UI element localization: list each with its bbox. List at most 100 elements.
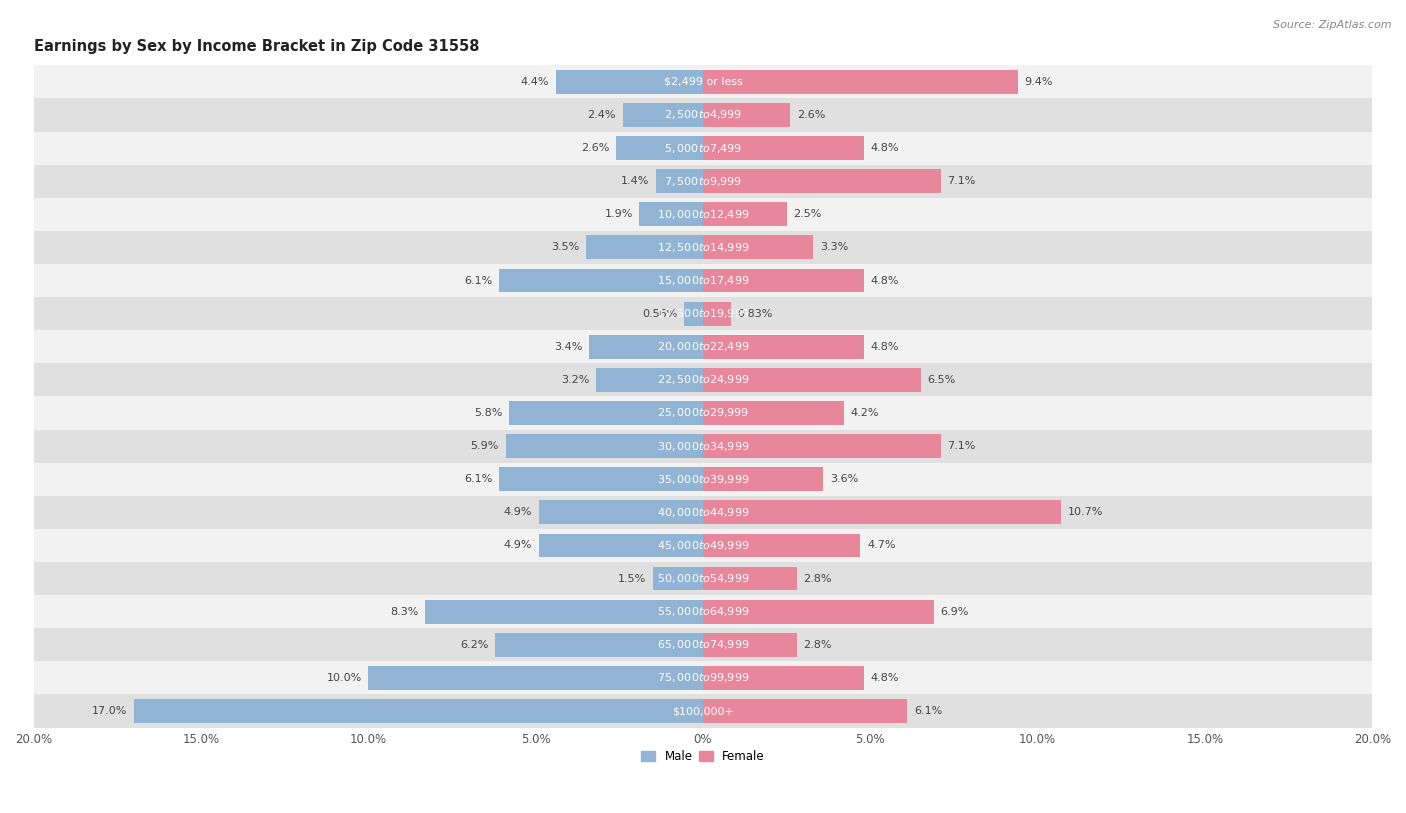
Text: 2.8%: 2.8% (803, 573, 832, 584)
Bar (703, 666, 863, 689)
Bar (509, 401, 703, 425)
Bar (538, 500, 703, 524)
Text: Earnings by Sex by Income Bracket in Zip Code 31558: Earnings by Sex by Income Bracket in Zip… (34, 39, 479, 54)
Bar (703, 401, 844, 425)
Bar (34, 98, 1372, 132)
Bar (34, 397, 1372, 429)
Bar (703, 533, 860, 558)
Text: 4.7%: 4.7% (868, 541, 896, 550)
Text: 6.9%: 6.9% (941, 606, 969, 617)
Bar (34, 463, 1372, 496)
Bar (34, 330, 1372, 363)
Text: 4.9%: 4.9% (503, 507, 533, 517)
Text: 1.9%: 1.9% (605, 209, 633, 220)
Bar (34, 231, 1372, 264)
Text: 2.8%: 2.8% (803, 640, 832, 650)
Text: $50,000 to $54,999: $50,000 to $54,999 (657, 572, 749, 585)
Text: 3.3%: 3.3% (820, 242, 848, 252)
Text: 1.5%: 1.5% (617, 573, 647, 584)
Bar (34, 297, 1372, 330)
Text: 4.8%: 4.8% (870, 341, 898, 352)
Bar (425, 600, 703, 624)
Text: 1.4%: 1.4% (621, 176, 650, 186)
Text: 10.7%: 10.7% (1067, 507, 1104, 517)
Text: 2.6%: 2.6% (581, 143, 609, 153)
Text: 6.1%: 6.1% (914, 706, 942, 716)
Bar (703, 368, 921, 392)
Text: 6.1%: 6.1% (464, 474, 492, 485)
Bar (34, 595, 1372, 628)
Text: 2.4%: 2.4% (588, 110, 616, 120)
Text: 2.6%: 2.6% (797, 110, 825, 120)
Bar (34, 198, 1372, 231)
Text: 7.1%: 7.1% (948, 176, 976, 186)
Bar (495, 633, 703, 657)
Text: 10.0%: 10.0% (326, 673, 361, 683)
Text: 4.8%: 4.8% (870, 276, 898, 285)
Bar (34, 628, 1372, 661)
Bar (703, 136, 863, 160)
Text: $15,000 to $17,499: $15,000 to $17,499 (657, 274, 749, 287)
Bar (34, 694, 1372, 728)
Text: 8.3%: 8.3% (389, 606, 419, 617)
Text: 4.2%: 4.2% (851, 408, 879, 418)
Bar (703, 600, 934, 624)
Bar (589, 335, 703, 359)
Text: 3.2%: 3.2% (561, 375, 589, 385)
Text: $25,000 to $29,999: $25,000 to $29,999 (657, 406, 749, 420)
Text: 0.56%: 0.56% (643, 309, 678, 319)
Text: 4.8%: 4.8% (870, 673, 898, 683)
Bar (538, 533, 703, 558)
Text: Source: ZipAtlas.com: Source: ZipAtlas.com (1274, 20, 1392, 30)
Bar (34, 661, 1372, 694)
Text: $45,000 to $49,999: $45,000 to $49,999 (657, 539, 749, 552)
Text: 3.5%: 3.5% (551, 242, 579, 252)
Text: $12,500 to $14,999: $12,500 to $14,999 (657, 241, 749, 254)
Bar (34, 132, 1372, 164)
Text: $40,000 to $44,999: $40,000 to $44,999 (657, 506, 749, 519)
Text: $2,499 or less: $2,499 or less (664, 77, 742, 87)
Text: 3.6%: 3.6% (830, 474, 859, 485)
Text: 9.4%: 9.4% (1025, 77, 1053, 87)
Text: $35,000 to $39,999: $35,000 to $39,999 (657, 472, 749, 485)
Text: $65,000 to $74,999: $65,000 to $74,999 (657, 638, 749, 651)
Bar (703, 70, 1018, 93)
Text: $10,000 to $12,499: $10,000 to $12,499 (657, 208, 749, 221)
Bar (703, 268, 863, 293)
Bar (34, 429, 1372, 463)
Text: $17,500 to $19,999: $17,500 to $19,999 (657, 307, 749, 320)
Text: 7.1%: 7.1% (948, 441, 976, 451)
Bar (703, 699, 907, 723)
Bar (652, 567, 703, 590)
Bar (34, 264, 1372, 297)
Bar (499, 268, 703, 293)
Legend: Male, Female: Male, Female (637, 746, 769, 768)
Text: 4.4%: 4.4% (520, 77, 548, 87)
Text: 0.83%: 0.83% (738, 309, 773, 319)
Text: $100,000+: $100,000+ (672, 706, 734, 716)
Text: $75,000 to $99,999: $75,000 to $99,999 (657, 672, 749, 685)
Text: $30,000 to $34,999: $30,000 to $34,999 (657, 440, 749, 453)
Text: $20,000 to $22,499: $20,000 to $22,499 (657, 341, 749, 354)
Text: 5.9%: 5.9% (471, 441, 499, 451)
Text: $22,500 to $24,999: $22,500 to $24,999 (657, 373, 749, 386)
Bar (703, 633, 797, 657)
Bar (623, 103, 703, 127)
Bar (703, 202, 787, 226)
Bar (34, 529, 1372, 562)
Text: 4.8%: 4.8% (870, 143, 898, 153)
Bar (657, 169, 703, 193)
Bar (640, 202, 703, 226)
Text: $5,000 to $7,499: $5,000 to $7,499 (664, 141, 742, 154)
Bar (703, 467, 824, 491)
Bar (34, 496, 1372, 529)
Text: 2.5%: 2.5% (793, 209, 821, 220)
Bar (34, 363, 1372, 397)
Bar (703, 335, 863, 359)
Text: 5.8%: 5.8% (474, 408, 502, 418)
Bar (499, 467, 703, 491)
Bar (703, 434, 941, 458)
Bar (596, 368, 703, 392)
Bar (703, 567, 797, 590)
Bar (506, 434, 703, 458)
